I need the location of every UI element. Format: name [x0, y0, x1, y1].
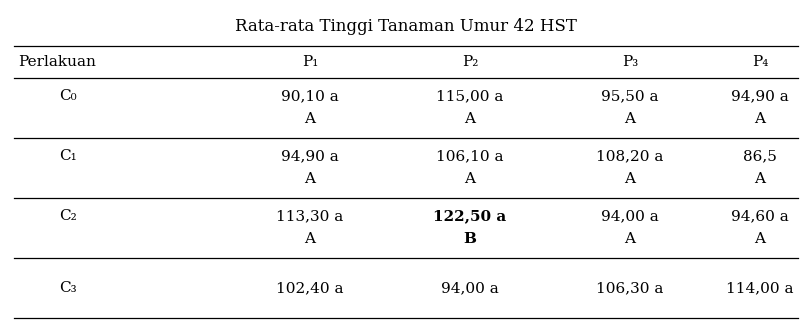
Text: P₁: P₁	[302, 55, 318, 69]
Text: 94,00 a: 94,00 a	[440, 281, 498, 295]
Text: A: A	[464, 172, 475, 186]
Text: Perlakuan: Perlakuan	[18, 55, 96, 69]
Text: A: A	[304, 112, 315, 126]
Text: B: B	[463, 232, 476, 246]
Text: C₃: C₃	[59, 281, 77, 295]
Text: 114,00 a: 114,00 a	[725, 281, 793, 295]
Text: P₄: P₄	[751, 55, 767, 69]
Text: 106,10 a: 106,10 a	[436, 149, 503, 163]
Text: 106,30 a: 106,30 a	[595, 281, 663, 295]
Text: 94,90 a: 94,90 a	[281, 149, 338, 163]
Text: 115,00 a: 115,00 a	[436, 89, 503, 103]
Text: P₂: P₂	[461, 55, 478, 69]
Text: P₃: P₃	[621, 55, 637, 69]
Text: A: A	[624, 232, 635, 246]
Text: 113,30 a: 113,30 a	[276, 209, 343, 223]
Text: C₂: C₂	[59, 209, 77, 223]
Text: 95,50 a: 95,50 a	[600, 89, 658, 103]
Text: A: A	[624, 172, 635, 186]
Text: 102,40 a: 102,40 a	[276, 281, 343, 295]
Text: A: A	[753, 232, 765, 246]
Text: A: A	[753, 112, 765, 126]
Text: A: A	[304, 172, 315, 186]
Text: 94,90 a: 94,90 a	[730, 89, 788, 103]
Text: A: A	[304, 232, 315, 246]
Text: C₁: C₁	[59, 149, 77, 163]
Text: 90,10 a: 90,10 a	[281, 89, 338, 103]
Text: A: A	[624, 112, 635, 126]
Text: 86,5: 86,5	[742, 149, 776, 163]
Text: 122,50 a: 122,50 a	[433, 209, 506, 223]
Text: 94,00 a: 94,00 a	[600, 209, 658, 223]
Text: Rata-rata Tinggi Tanaman Umur 42 HST: Rata-rata Tinggi Tanaman Umur 42 HST	[234, 18, 577, 35]
Text: A: A	[464, 112, 475, 126]
Text: 108,20 a: 108,20 a	[595, 149, 663, 163]
Text: A: A	[753, 172, 765, 186]
Text: 94,60 a: 94,60 a	[730, 209, 788, 223]
Text: C₀: C₀	[59, 89, 77, 103]
